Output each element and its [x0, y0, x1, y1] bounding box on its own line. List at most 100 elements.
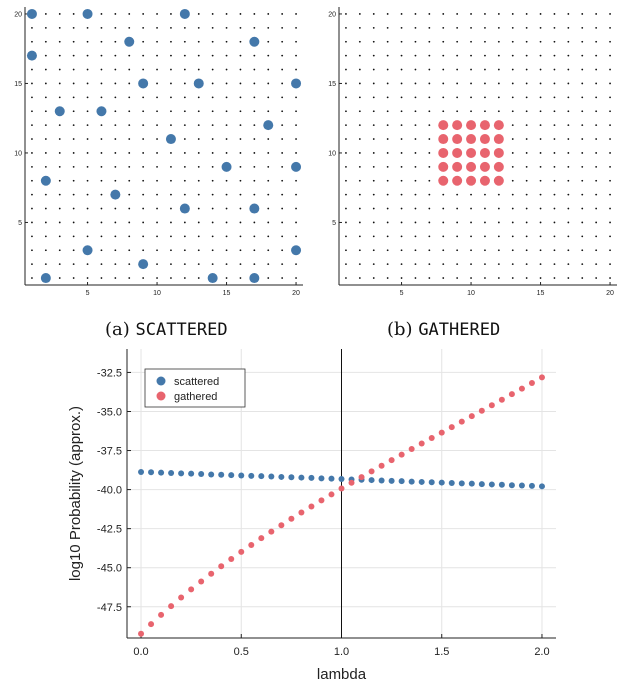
lattice-dot	[72, 96, 75, 99]
point	[466, 175, 477, 186]
lattice-dot	[456, 263, 459, 266]
lattice-dot	[253, 165, 256, 168]
lattice-dot	[156, 110, 158, 113]
point	[179, 203, 190, 214]
lattice-dot	[484, 277, 486, 279]
lattice-dot	[58, 235, 61, 238]
lattice-dot	[414, 96, 417, 99]
data-point	[468, 413, 475, 420]
lattice-dot	[100, 221, 103, 224]
lattice-dot	[525, 207, 528, 210]
lattice-dot	[456, 207, 459, 210]
lattice-dot	[31, 138, 33, 140]
lattice-dot	[100, 179, 103, 182]
lattice-dot	[72, 68, 75, 71]
lattice-dot	[525, 165, 528, 168]
data-point	[408, 445, 415, 452]
lattice-dot	[58, 165, 61, 168]
lattice-dot	[114, 13, 117, 15]
lattice-dot	[372, 54, 375, 57]
lattice-dot	[267, 152, 270, 154]
lattice-dot	[267, 165, 270, 168]
lattice-dot	[225, 193, 228, 196]
lattice-dot	[114, 179, 117, 182]
lattice-dot	[428, 193, 431, 196]
lattice-dot	[525, 263, 528, 266]
lattice-dot	[253, 110, 256, 113]
lattice-dot	[525, 249, 528, 252]
lattice-dot	[595, 165, 598, 168]
lattice-dot	[581, 235, 584, 238]
lattice-dot	[581, 152, 584, 154]
lattice-dot	[239, 13, 242, 15]
lattice-dot	[44, 13, 47, 15]
y-tick-label: -35.0	[97, 406, 122, 418]
data-point	[418, 440, 425, 447]
lattice-dot	[86, 179, 89, 182]
lattice-dot	[539, 110, 542, 113]
y-tick-label: 15	[328, 81, 336, 88]
x-tick-label: 0.0	[133, 646, 148, 658]
lattice-dot	[183, 82, 186, 85]
lattice-dot	[295, 207, 297, 210]
data-point	[478, 481, 485, 488]
lattice-dot	[281, 152, 284, 154]
lattice-dot	[225, 68, 228, 71]
data-point	[208, 570, 215, 577]
lattice-dot	[31, 249, 33, 252]
lattice-dot	[295, 277, 297, 279]
lattice-dot	[281, 179, 284, 182]
lattice-dot	[156, 277, 158, 279]
point	[54, 106, 65, 117]
lattice-dot	[428, 165, 431, 168]
data-point	[398, 478, 405, 485]
lattice-dot	[609, 193, 611, 196]
data-point	[538, 483, 545, 490]
lattice-dot	[539, 138, 542, 140]
lattice-dot	[100, 138, 103, 140]
lattice-dot	[428, 124, 431, 127]
point	[479, 147, 490, 158]
lattice-dot	[497, 249, 500, 252]
lattice-dot	[197, 235, 200, 238]
lattice-dot	[581, 179, 584, 182]
data-point	[328, 491, 335, 498]
lattice-dot	[253, 26, 256, 29]
lattice-dot	[183, 179, 186, 182]
lattice-dot	[128, 165, 131, 168]
lattice-dot	[156, 249, 158, 252]
lattice-dot	[428, 68, 431, 71]
lattice-dot	[58, 249, 61, 252]
data-point	[238, 472, 245, 479]
data-point	[408, 478, 415, 485]
lattice-dot	[197, 277, 200, 279]
lattice-dot	[525, 82, 528, 85]
lattice-dot	[31, 152, 33, 154]
lattice-dot	[595, 13, 598, 15]
lattice-dot	[581, 277, 584, 279]
point	[493, 161, 504, 172]
lattice-dot	[211, 165, 214, 168]
lattice-dot	[525, 124, 528, 127]
lattice-dot	[386, 40, 389, 43]
x-tick-label: 2.0	[534, 646, 549, 658]
lattice-dot	[44, 82, 47, 85]
data-point	[328, 475, 335, 482]
lattice-dot	[31, 110, 33, 113]
lattice-dot	[595, 277, 598, 279]
lattice-dot	[86, 40, 89, 43]
lattice-dot	[86, 138, 89, 140]
lattice-dot	[86, 26, 89, 29]
lattice-dot	[156, 235, 158, 238]
lattice-dot	[170, 152, 172, 154]
lattice-dot	[211, 54, 214, 57]
data-point	[448, 424, 455, 431]
lattice-dot	[239, 124, 242, 127]
data-point	[448, 480, 455, 487]
lattice-dot	[511, 138, 514, 140]
lattice-dot	[156, 26, 158, 29]
lattice-dot	[114, 207, 117, 210]
lattice-dot	[44, 249, 47, 252]
lattice-dot	[267, 207, 270, 210]
lattice-dot	[142, 124, 145, 127]
